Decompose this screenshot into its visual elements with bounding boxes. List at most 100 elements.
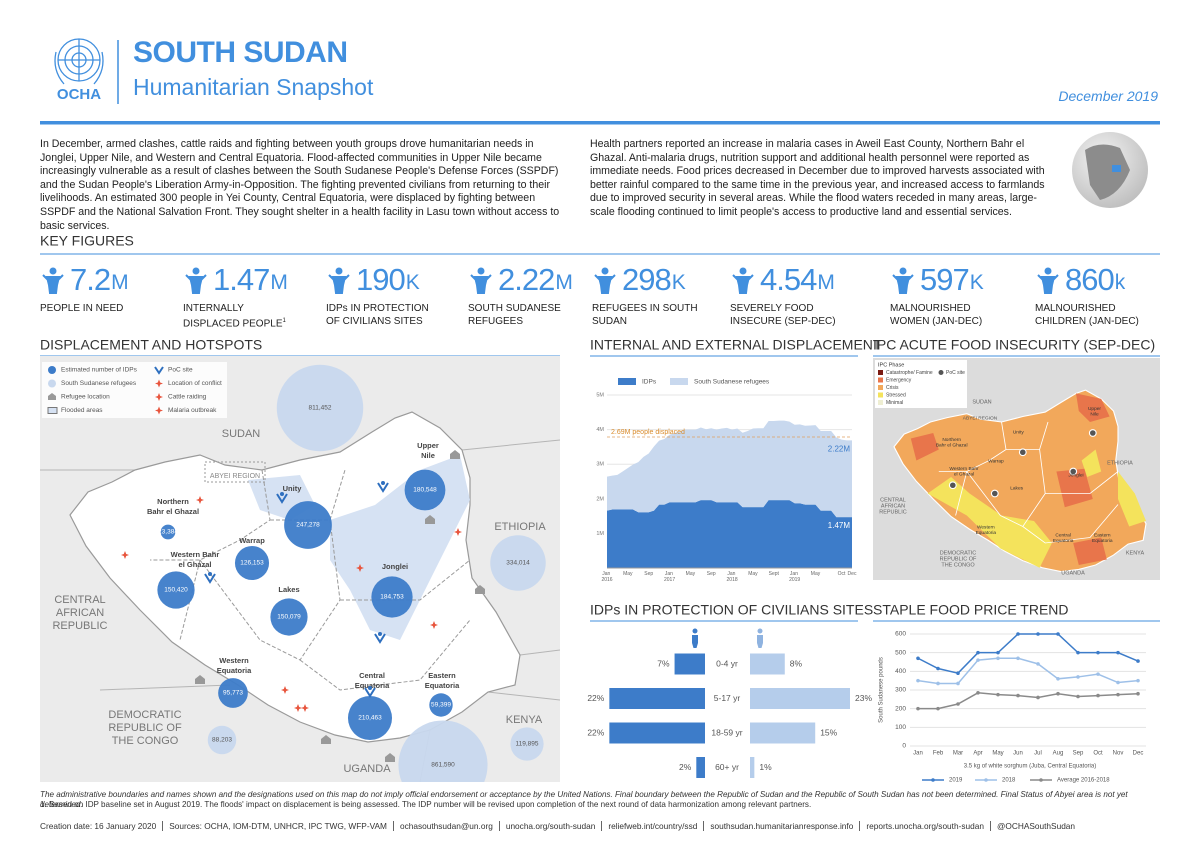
credit-item: reliefweb.int/country/ssd: [601, 821, 697, 831]
y-tick-label: 1M: [596, 531, 604, 537]
credit-item: ochasouthsudan@un.org: [392, 821, 493, 831]
category-label: 0-4 yr: [716, 658, 738, 668]
x-tick-label: Mar: [953, 751, 963, 757]
credit-item: @OCHASouthSudan: [989, 821, 1075, 831]
x-tick-part: 2017: [664, 577, 675, 583]
credits: Creation date: 16 January 2020 Sources: O…: [40, 821, 1075, 831]
hotspot-marker: [121, 551, 129, 559]
legend-label: Average 2016-2018: [1057, 778, 1110, 784]
state-label: Bahr el Ghazal: [147, 507, 199, 516]
legend-marker: [1039, 778, 1043, 782]
x-tick-label: May: [623, 571, 633, 577]
hotspot-marker: [281, 686, 289, 694]
hotspot-marker: [155, 406, 163, 415]
x-tick-label: May: [686, 571, 696, 577]
poc-body: [204, 573, 216, 584]
x-tick-part: Sept: [769, 571, 780, 577]
globe-land: [1085, 144, 1130, 200]
value-label: 23%: [855, 693, 872, 703]
country-label: AFRICAN: [56, 607, 104, 619]
state-label: Equatoria: [355, 681, 390, 690]
key-figure: 4.54 M SEVERELY FOOD INSECURE (SEP-DEC): [730, 262, 860, 328]
legend-symbol: [48, 379, 56, 388]
line-marker: [1016, 656, 1020, 661]
key-figure-icon: [42, 267, 64, 294]
price-chart: 0 100 200 300 400 500 600 Jan Feb Mar Apr May Jun Jul…: [879, 631, 1146, 784]
value-label: 22%: [587, 693, 604, 703]
x-tick-part: 2018: [727, 577, 738, 583]
x-tick-label: Dec: [848, 571, 857, 577]
icon-body: [594, 274, 616, 294]
key-figure-icon: [892, 267, 914, 294]
ipc-state-label: Unity: [1013, 430, 1025, 436]
ipc-legend-swatch: [878, 400, 883, 405]
legend-label: 2019: [949, 778, 963, 784]
x-tick-part: 2019: [789, 577, 800, 583]
y-tick-label: 600: [895, 631, 906, 638]
ipc-state-label: Northern: [942, 437, 961, 443]
legend-label: 2018: [1002, 778, 1016, 784]
ipc-state-label: Western Bahr: [949, 466, 979, 472]
ipc-legend-poc: [938, 370, 944, 375]
x-tick-label: Feb: [933, 751, 944, 757]
poc-head: [381, 481, 385, 485]
ipc-country-label: UGANDA: [1061, 570, 1085, 576]
key-figure-number: 860 k: [1035, 262, 1155, 298]
bubble-label: 150,079: [277, 614, 301, 621]
poc-head: [280, 492, 284, 496]
key-figure-label: INTERNALLY DISPLACED PEOPLE1: [183, 302, 303, 330]
ipc-state-label: Nile: [1090, 412, 1099, 418]
section-heading: DISPLACEMENT AND HOTSPOTS: [40, 337, 262, 353]
country-label: SUDAN: [222, 428, 261, 440]
ipc-boundary: [938, 421, 1119, 544]
line-marker: [916, 706, 920, 711]
legend-symbol: [154, 366, 164, 375]
ipc-legend-label: Crisis: [886, 385, 899, 391]
x-tick-label: Dec: [1133, 751, 1144, 757]
bubble-label: 184,753: [380, 594, 404, 601]
key-figure: 597 K MALNOURISHED WOMEN (JAN-DEC): [890, 262, 1000, 328]
country-label: DEMOCRATIC: [108, 709, 181, 721]
ipc-legend-title: IPC Phase: [878, 362, 904, 368]
bubble: [398, 720, 488, 782]
refugee-location: [475, 585, 485, 594]
legend-label: Flooded areas: [61, 407, 103, 414]
line-marker: [916, 656, 920, 661]
key-figure-text: INTERNALLY DISPLACED PEOPLE: [183, 303, 283, 330]
line-series: [917, 657, 1139, 685]
state-label: Equatoria: [217, 666, 252, 675]
key-figure-value: 1.47: [213, 262, 270, 297]
y-tick-label: 3M: [596, 462, 604, 468]
line-marker: [1136, 678, 1140, 683]
key-figure-text: IDPs IN PROTECTION OF CIVILIANS SITES: [326, 303, 429, 327]
key-figure-number: 7.2 M: [40, 262, 170, 298]
ipc-state-label: Upper: [1088, 406, 1101, 412]
hotspot-map: ABYEI REGIONSUDANETHIOPIACENTRALAFRICANR…: [40, 356, 560, 782]
chart-note: 3.5 kg of white sorghum (Juba, Central E…: [964, 764, 1096, 770]
key-figure-label: SEVERELY FOOD INSECURE (SEP-DEC): [730, 302, 860, 328]
key-figure: 7.2 M PEOPLE IN NEED: [40, 262, 170, 315]
y-tick-label: 0: [902, 743, 906, 750]
x-tick-label: Jan 2017: [664, 571, 675, 583]
bubble: [347, 695, 393, 741]
credit-item: southsudan.humanitarianresponse.info: [703, 821, 853, 831]
ipc-country: [893, 389, 1147, 573]
key-figure-text: MALNOURISHED WOMEN (JAN-DEC): [890, 303, 983, 327]
key-figure-text: SOUTH SUDANESE REFUGEES: [468, 303, 561, 327]
bubble: [510, 727, 544, 761]
legend-marker: [984, 778, 988, 782]
line-marker: [956, 702, 960, 706]
key-figure-icon: [1037, 267, 1059, 294]
legend-symbol: [48, 393, 56, 400]
x-tick-label: Jan 2018: [727, 571, 738, 583]
bubble: [157, 571, 195, 609]
ipc-emergency: [910, 393, 1110, 565]
bubble: [404, 469, 446, 511]
bubble: [270, 598, 308, 636]
key-figure-unit: K: [969, 270, 984, 294]
icon-head: [1044, 267, 1052, 275]
poc-body: [276, 493, 288, 504]
refugee-location: [195, 675, 205, 684]
bubble: [490, 535, 546, 591]
